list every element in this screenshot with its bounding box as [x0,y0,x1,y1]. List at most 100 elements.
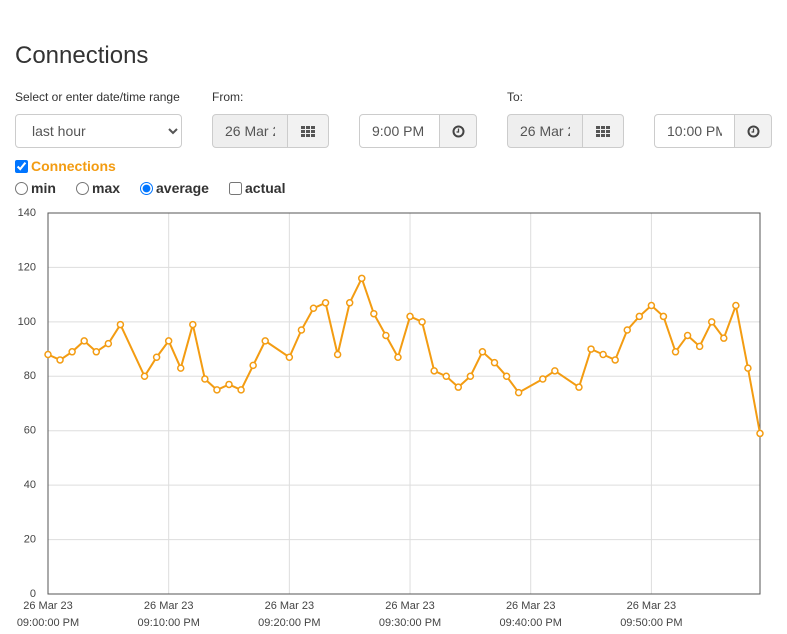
data-point [671,348,680,356]
data-point [104,339,113,348]
x-tick-label: 26 Mar 23 [144,600,194,612]
data-point [309,304,318,312]
chart: 0 20 40 60 80 100 120 140 26 Mar 23 09:00:00 PM 26… [17,207,764,629]
clock-icon [452,125,464,137]
radio[interactable] [76,181,89,195]
data-point [732,301,740,310]
from-time[interactable] [359,114,440,148]
mode-option[interactable]: max [76,180,120,196]
data-point [297,326,306,334]
data-point [285,353,294,361]
data-point [454,383,463,391]
mode-label: actual [245,180,286,196]
checkbox[interactable] [229,181,242,195]
data-point [756,429,764,438]
y-tick-label: 40 [24,479,36,491]
radio[interactable] [15,181,28,195]
y-tick-label: 80 [24,370,36,382]
x-tick-label: 09:50:00 PM [620,617,682,629]
series-toggle-label: Connections [31,158,116,174]
data-point [116,320,125,329]
data-point [394,353,402,361]
calendar-button[interactable] [582,114,624,148]
data-point [539,375,547,383]
data-point [140,372,149,381]
to-time[interactable] [654,114,735,148]
x-tick-label: 26 Mar 23 [385,600,435,612]
checkbox[interactable] [15,159,28,173]
data-point [744,364,752,372]
data-point [44,350,52,359]
data-point [623,326,632,334]
mode-label: min [31,180,56,196]
clock-button[interactable] [439,114,477,148]
y-tick-label: 20 [24,533,36,545]
range-select[interactable]: last hour [15,114,182,148]
data-point [707,318,716,326]
data-point [80,337,88,345]
radio[interactable] [140,181,153,195]
data-point [249,361,257,370]
data-point [176,364,185,372]
y-tick-label: 100 [18,316,36,328]
data-point [490,358,499,367]
data-point [321,299,330,307]
y-tick-label: 60 [24,425,36,437]
page-title: Connections [15,42,149,69]
x-tick-label: 09:10:00 PM [137,617,199,629]
data-point [370,309,378,318]
data-point [68,348,76,356]
data-point [225,380,233,389]
plot-border [47,212,761,595]
to-date[interactable] [507,114,583,148]
from-date[interactable] [212,114,288,148]
x-tick-label: 09:00:00 PM [17,617,79,629]
data-point [345,299,354,307]
data-point [502,372,511,381]
data-point [466,372,475,381]
data-point [514,388,523,397]
data-point [683,331,692,340]
data-point [164,337,173,345]
mode-label: average [156,180,209,196]
data-point [382,331,390,340]
data-point [430,367,438,375]
data-point [720,334,728,342]
data-point [189,320,197,329]
data-point [442,372,450,381]
data-point [56,356,64,364]
x-tick-label: 09:30:00 PM [379,617,441,629]
data-point [92,348,101,356]
data-point [478,348,487,356]
mode-option[interactable]: actual [229,180,285,196]
x-tick-label: 09:40:00 PM [500,617,562,629]
data-point [575,383,583,391]
data-point [695,342,704,351]
data-point [659,312,668,321]
from-label: From: [212,90,244,104]
data-point [358,274,366,283]
y-tick-label: 0 [30,588,36,600]
data-point [201,375,209,383]
calendar-button[interactable] [287,114,329,148]
data-point [611,356,619,364]
mode-option[interactable]: min [15,180,56,196]
series-toggle[interactable]: Connections [15,158,116,174]
clock-button[interactable] [734,114,772,148]
data-point [647,301,656,310]
data-point [418,318,426,326]
data-point [551,367,559,375]
data-point [587,345,595,353]
data-point [333,350,342,359]
data-point [635,312,644,321]
data-point [406,312,414,321]
calendar-icon [301,125,315,137]
x-tick-label: 26 Mar 23 [23,600,73,612]
mode-option[interactable]: average [140,180,209,196]
data-point [152,353,161,361]
x-tick-label: 26 Mar 23 [265,600,315,612]
range-label: Select or enter date/time range [15,90,180,104]
x-tick-label: 26 Mar 23 [506,600,556,612]
calendar-icon [596,125,610,137]
mode-label: max [92,180,121,196]
